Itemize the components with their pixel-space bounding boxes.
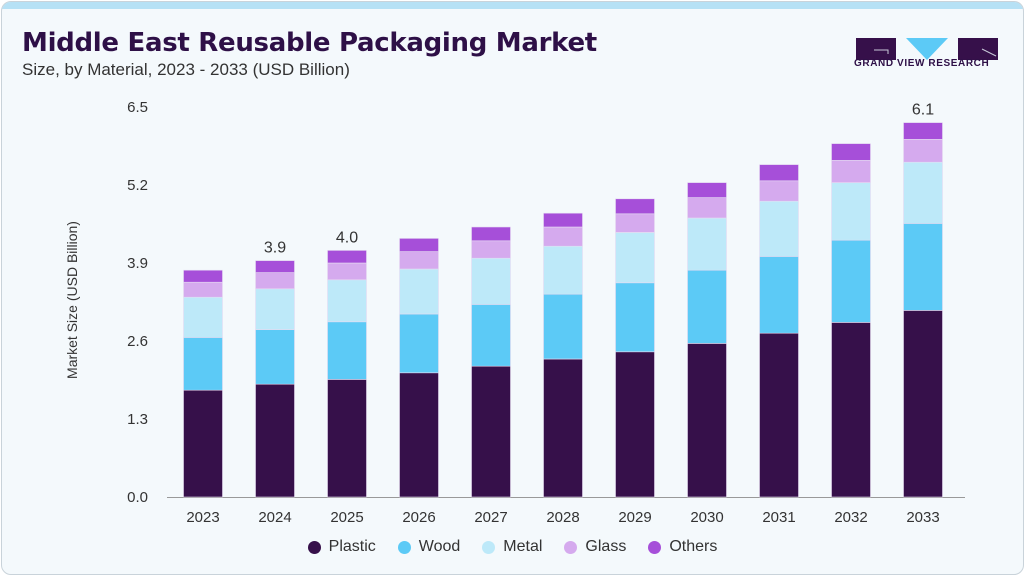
y-tick-label: 6.5: [127, 99, 148, 116]
bar-segment-wood-2028: [543, 293, 583, 360]
legend-swatch: [307, 540, 321, 554]
bar-segment-plastic-2029: [615, 351, 655, 498]
bar-segment-metal-2024: [255, 288, 295, 330]
bar-segment-metal-2032: [831, 182, 871, 241]
bar-segment-plastic-2032: [831, 322, 871, 498]
legend: Plastic Wood Metal Glass Others: [0, 538, 1025, 556]
y-tick-label: 5.2: [127, 177, 148, 194]
bar-segment-others-2033: [903, 122, 943, 140]
chart-subtitle: Size, by Material, 2023 - 2033 (USD Bill…: [22, 60, 350, 79]
bar-segment-wood-2030: [687, 269, 727, 344]
bar-segment-wood-2024: [255, 329, 295, 385]
legend-label: Metal: [503, 538, 543, 555]
data-label-2033: 6.1: [912, 102, 934, 119]
bar-segment-metal-2031: [759, 200, 799, 257]
legend-item-wood: Wood: [397, 538, 461, 556]
bar-segment-metal-2029: [615, 232, 655, 284]
y-tick-label: 1.3: [127, 411, 148, 428]
bar-segment-wood-2023: [183, 337, 223, 391]
bar-segment-others-2024: [255, 260, 295, 273]
bar-segment-glass-2032: [831, 160, 871, 183]
legend-item-plastic: Plastic: [307, 538, 376, 556]
legend-swatch: [648, 540, 662, 554]
y-axis-label: Market Size (USD Billion): [64, 221, 80, 379]
bar-segment-plastic-2027: [471, 365, 511, 498]
bar-segment-wood-2032: [831, 239, 871, 323]
bar-segment-others-2030: [687, 182, 727, 198]
bar-segment-glass-2028: [543, 226, 583, 247]
bar-segment-plastic-2023: [183, 389, 223, 498]
x-tick-label: 2032: [834, 509, 867, 526]
legend-item-metal: Metal: [482, 538, 542, 556]
x-tick-label: 2023: [186, 509, 219, 526]
bar-segment-others-2032: [831, 143, 871, 161]
bar-segment-metal-2030: [687, 217, 727, 271]
legend-swatch: [397, 540, 411, 554]
bar-segment-metal-2027: [471, 257, 511, 305]
chart-title: Middle East Reusable Packaging Market: [22, 28, 597, 58]
bar-segment-glass-2025: [327, 262, 367, 281]
bar-segment-others-2025: [327, 250, 367, 264]
x-tick-label: 2026: [402, 509, 435, 526]
legend-label: Glass: [585, 538, 627, 555]
bar-segment-wood-2025: [327, 321, 367, 380]
bar-segment-glass-2030: [687, 197, 727, 219]
x-tick-label: 2030: [690, 509, 723, 526]
x-tick-label: 2028: [546, 509, 579, 526]
x-tick-label: 2024: [258, 509, 291, 526]
logo-text: GRAND VIEW RESEARCH: [854, 58, 990, 69]
bar-segment-plastic-2025: [327, 379, 367, 498]
x-tick-label: 2025: [330, 509, 363, 526]
bar-segment-others-2026: [399, 238, 439, 252]
x-tick-label: 2033: [906, 509, 939, 526]
legend-label: Plastic: [328, 538, 376, 555]
bar-segment-others-2031: [759, 164, 799, 182]
bar-segment-wood-2027: [471, 304, 511, 367]
grand-view-research-logo: [856, 38, 998, 60]
y-tick-label: 2.6: [127, 333, 148, 350]
bar-segment-others-2029: [615, 198, 655, 215]
bar-segment-metal-2025: [327, 279, 367, 323]
bar-segment-glass-2031: [759, 180, 799, 202]
bar-segment-plastic-2026: [399, 372, 439, 498]
legend-item-glass: Glass: [564, 538, 626, 556]
bar-segment-others-2027: [471, 226, 511, 242]
bar-segment-glass-2027: [471, 240, 511, 259]
bar-segment-metal-2026: [399, 268, 439, 315]
data-label-2024: 3.9: [264, 240, 286, 257]
bar-segment-glass-2033: [903, 139, 943, 163]
bar-segment-plastic-2033: [903, 310, 943, 498]
bar-segment-plastic-2028: [543, 358, 583, 498]
bar-segment-others-2028: [543, 212, 583, 228]
legend-label: Wood: [418, 538, 461, 555]
bar-segment-glass-2023: [183, 281, 223, 298]
x-tick-label: 2029: [618, 509, 651, 526]
top-accent-bar: [2, 2, 1023, 9]
bar-segment-glass-2024: [255, 272, 295, 290]
bar-segment-glass-2026: [399, 251, 439, 270]
legend-swatch: [564, 540, 578, 554]
legend-item-others: Others: [648, 538, 717, 556]
legend-swatch: [482, 540, 496, 554]
legend-label: Others: [669, 538, 718, 555]
y-tick-label: 3.9: [127, 255, 148, 272]
bar-segment-others-2023: [183, 269, 223, 283]
bar-segment-plastic-2024: [255, 383, 295, 498]
y-tick-label: 0.0: [127, 489, 148, 506]
bar-segment-wood-2029: [615, 282, 655, 353]
bar-segment-plastic-2030: [687, 343, 727, 498]
bar-segment-wood-2026: [399, 313, 439, 374]
x-tick-label: 2027: [474, 509, 507, 526]
bar-segment-glass-2029: [615, 213, 655, 233]
x-tick-label: 2031: [762, 509, 795, 526]
bar-segment-metal-2033: [903, 161, 943, 224]
bar-segment-metal-2028: [543, 245, 583, 295]
bar-segment-plastic-2031: [759, 332, 799, 498]
bar-segment-metal-2023: [183, 296, 223, 338]
bar-segment-wood-2033: [903, 223, 943, 311]
bar-segment-wood-2031: [759, 256, 799, 334]
data-label-2025: 4.0: [336, 229, 358, 246]
